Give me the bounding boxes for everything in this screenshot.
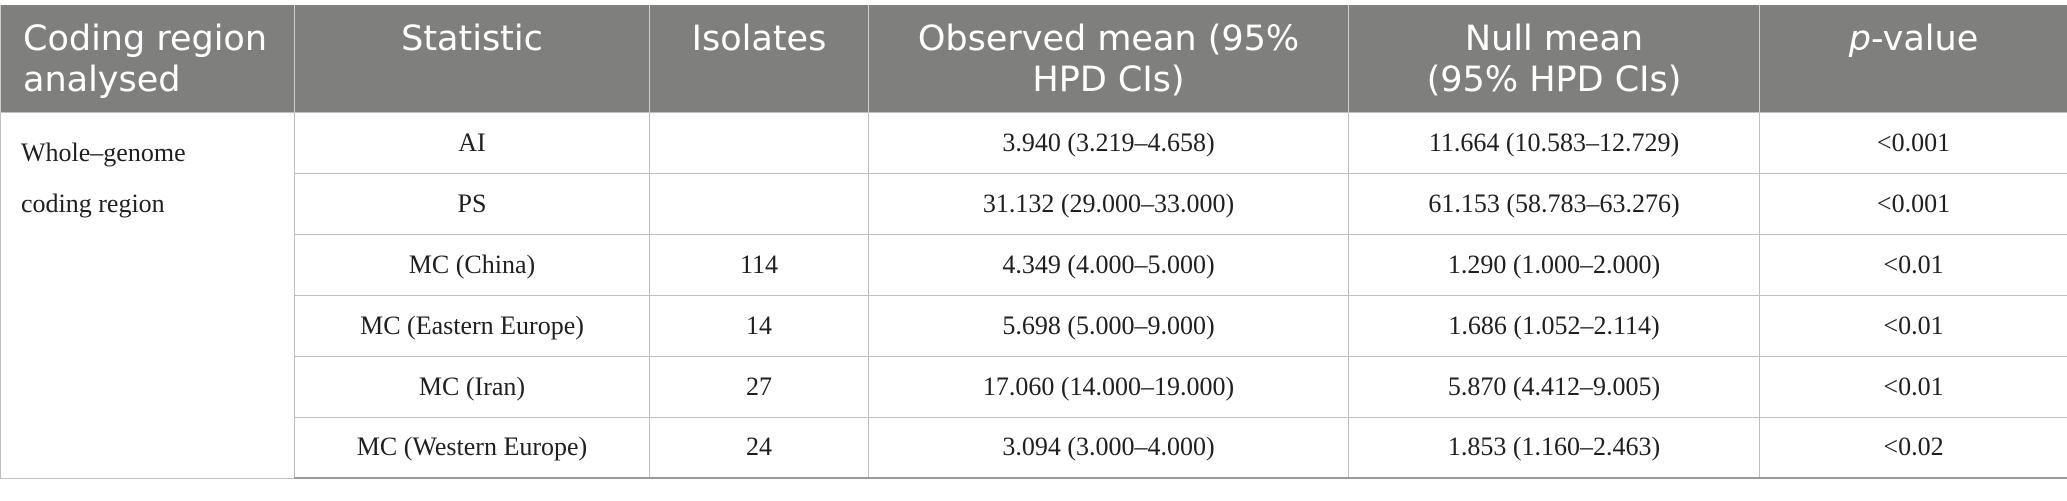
cell-isolates: 14 <box>649 294 869 357</box>
header-isolates: Isolates <box>649 5 869 112</box>
cell-isolates: 114 <box>649 233 869 296</box>
cell-statistic: MC (China) <box>294 233 650 296</box>
cell-statistic: PS <box>294 172 650 235</box>
header-null-line1: Null mean <box>1464 19 1644 59</box>
region-cell: Whole–genome coding region <box>0 111 295 479</box>
table-header: Coding region analysed Statistic Isolate… <box>0 5 2067 112</box>
cell-null: 61.153 (58.783–63.276) <box>1348 172 1760 235</box>
cell-null: 1.290 (1.000–2.000) <box>1348 233 1760 296</box>
header-isolates-label: Isolates <box>691 19 827 59</box>
cell-p-value: <0.01 <box>1759 294 2067 357</box>
header-observed-mean: Observed mean (95% HPD CIs) <box>868 5 1349 112</box>
cell-null: 1.853 (1.160–2.463) <box>1348 416 1760 479</box>
cell-p-value: <0.02 <box>1759 416 2067 479</box>
region-line2: coding region <box>21 188 165 218</box>
cell-null: 1.686 (1.052–2.114) <box>1348 294 1760 357</box>
cell-isolates <box>649 172 869 235</box>
header-coding-region-line2: analysed <box>23 60 181 100</box>
cell-null: 11.664 (10.583–12.729) <box>1348 111 1760 174</box>
header-p-rest: -value <box>1870 19 1979 59</box>
cell-statistic: AI <box>294 111 650 174</box>
table-row: PS 31.132 (29.000–33.000) 61.153 (58.783… <box>1 172 2067 235</box>
cell-null: 5.870 (4.412–9.005) <box>1348 355 1760 418</box>
header-observed-line1: Observed mean (95% <box>917 19 1300 59</box>
results-table: Coding region analysed Statistic Isolate… <box>0 5 2067 479</box>
cell-observed: 3.940 (3.219–4.658) <box>868 111 1349 174</box>
cell-isolates: 27 <box>649 355 869 418</box>
cell-p-value: <0.01 <box>1759 355 2067 418</box>
table-row: Whole–genome coding region AI 3.940 (3.2… <box>0 111 2067 479</box>
header-observed-line2: HPD CIs) <box>1032 60 1185 100</box>
header-statistic-label: Statistic <box>401 19 543 59</box>
cell-p-value: <0.001 <box>1759 111 2067 174</box>
header-statistic: Statistic <box>294 5 650 112</box>
header-p-value: p-value <box>1759 5 2067 112</box>
table-row: MC (Iran) 27 17.060 (14.000–19.000) 5.87… <box>1 355 2067 418</box>
table-body: Whole–genome coding region AI 3.940 (3.2… <box>0 111 2067 479</box>
region-line1: Whole–genome <box>21 137 186 167</box>
cell-statistic: MC (Iran) <box>294 355 650 418</box>
cell-isolates <box>649 111 869 174</box>
cell-p-value: <0.001 <box>1759 172 2067 235</box>
header-null-mean: Null mean (95% HPD CIs) <box>1348 5 1760 112</box>
header-row: Coding region analysed Statistic Isolate… <box>0 5 2067 112</box>
cell-observed: 3.094 (3.000–4.000) <box>868 416 1349 479</box>
cell-observed: 31.132 (29.000–33.000) <box>868 172 1349 235</box>
cell-observed: 17.060 (14.000–19.000) <box>868 355 1349 418</box>
cell-observed: 5.698 (5.000–9.000) <box>868 294 1349 357</box>
header-coding-region-line1: Coding region <box>23 19 268 59</box>
cell-p-value: <0.01 <box>1759 233 2067 296</box>
cell-observed: 4.349 (4.000–5.000) <box>868 233 1349 296</box>
header-null-line2: (95% HPD CIs) <box>1426 60 1682 100</box>
cell-isolates: 24 <box>649 416 869 479</box>
table-row: MC (China) 114 4.349 (4.000–5.000) 1.290… <box>1 233 2067 296</box>
cell-statistic: MC (Western Europe) <box>294 416 650 479</box>
cell-statistic: MC (Eastern Europe) <box>294 294 650 357</box>
header-p-italic: p <box>1848 19 1871 59</box>
header-coding-region: Coding region analysed <box>0 5 295 112</box>
table-row: MC (Eastern Europe) 14 5.698 (5.000–9.00… <box>1 294 2067 357</box>
table-row: MC (Western Europe) 24 3.094 (3.000–4.00… <box>1 416 2067 479</box>
